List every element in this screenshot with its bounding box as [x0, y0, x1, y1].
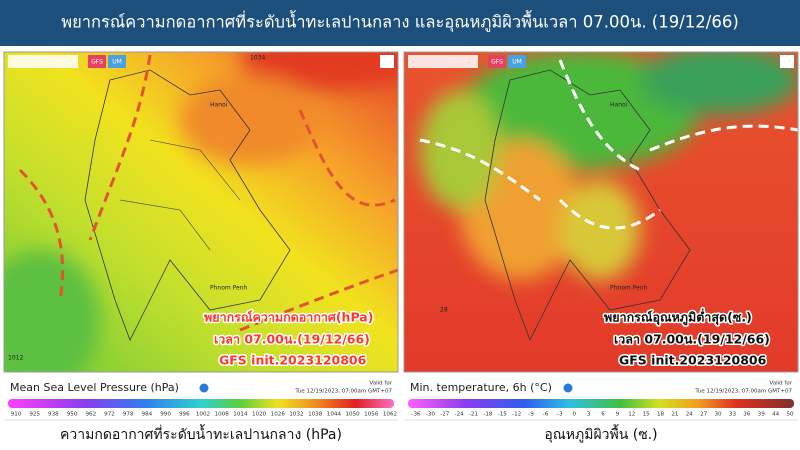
- colorbar-tick-label: 1050: [345, 412, 360, 418]
- colorbar-tick-label: 910: [11, 412, 22, 418]
- forecast-annotation: พยากรณ์อุณหภูมิต่ำสุด(ซ.): [604, 309, 752, 326]
- colorbar-tick-label: 925: [29, 412, 40, 418]
- colorbar-tick-label: -30: [426, 412, 436, 418]
- legend-title: Min. temperature, 6h (°C): [410, 381, 552, 394]
- colorbar-tick-label: 996: [179, 412, 190, 418]
- colorbar-tick-label: 1026: [271, 412, 286, 418]
- model-button[interactable]: [88, 55, 106, 68]
- colorbar-tick-label: 39: [758, 412, 766, 418]
- map-label: Hanoi: [610, 102, 628, 109]
- map-frame: [3, 51, 399, 373]
- temperature-map: [404, 52, 798, 372]
- map-label: 1012: [8, 355, 23, 362]
- forecast-annotation: เวลา 07.00น.(19/12/66): [214, 332, 370, 347]
- colorbar-tick-label: 990: [160, 412, 171, 418]
- colorbar-tick-label: 1056: [364, 412, 379, 418]
- colorbar-tick-label: 950: [67, 412, 78, 418]
- model-button-label[interactable]: UM: [512, 59, 522, 66]
- model-button[interactable]: [508, 55, 526, 68]
- colorbar-tick-label: 0: [572, 412, 576, 418]
- toolbar-bg: [408, 55, 478, 68]
- model-button[interactable]: [488, 55, 506, 68]
- header-title: พยากรณ์ความกดอากาศที่ระดับน้ำทะเลปานกลาง…: [61, 10, 739, 33]
- colorbar-tick-label: -18: [483, 412, 493, 418]
- colorbar-tick-label: -36: [411, 412, 421, 418]
- colorbar-tick-label: -15: [498, 412, 508, 418]
- colorbar-tick-label: 1002: [196, 412, 210, 418]
- share-button[interactable]: [780, 55, 794, 68]
- colorbar-tick-label: 27: [700, 412, 708, 418]
- colorbar-tick-label: -24: [455, 412, 465, 418]
- model-button[interactable]: [108, 55, 126, 68]
- share-button[interactable]: [380, 55, 394, 68]
- map-frame: [403, 51, 799, 373]
- colorbar-tick-label: 1020: [252, 412, 267, 418]
- model-button-label[interactable]: GFS: [91, 59, 103, 66]
- header-bar: [0, 0, 800, 46]
- colorbar-tick-label: -12: [512, 412, 521, 418]
- legend-title: Mean Sea Level Pressure (hPa): [10, 381, 179, 394]
- model-button-label[interactable]: UM: [112, 59, 122, 66]
- valid-time: Tue 12/19/2023, 07:00am GMT+07: [694, 389, 792, 395]
- colorbar-tick-label: 1032: [289, 412, 303, 418]
- colorbar-tick-label: 972: [104, 412, 115, 418]
- info-icon[interactable]: [199, 383, 209, 393]
- colorbar-tick-label: -27: [440, 412, 450, 418]
- map-label: Phnom Penh: [610, 285, 648, 292]
- valid-label: Valid for: [769, 381, 792, 387]
- forecast-annotation: GFS init.2023120806: [619, 353, 767, 368]
- colorbar-tick-label: 18: [657, 412, 665, 418]
- map-label: Phnom Penh: [210, 285, 248, 292]
- toolbar-bg: [8, 55, 78, 68]
- colorbar-tick-label: 938: [48, 412, 59, 418]
- colorbar-tick-label: -21: [469, 412, 479, 418]
- colorbar-tick-label: 30: [715, 412, 723, 418]
- colorbar-tick-label: -6: [543, 412, 549, 418]
- colorbar: [408, 399, 794, 408]
- valid-label: Valid for: [369, 381, 392, 387]
- info-icon[interactable]: [563, 383, 573, 393]
- colorbar-tick-label: 9: [616, 412, 620, 418]
- panel-caption: ความกดอากาศที่ระดับน้ำทะเลปานกลาง (hPa): [60, 424, 342, 443]
- colorbar-tick-label: 1044: [327, 412, 342, 418]
- colorbar-tick-label: 36: [743, 412, 751, 418]
- colorbar-tick-label: 984: [142, 412, 153, 418]
- colorbar-tick-label: 1008: [215, 412, 230, 418]
- colorbar-tick-label: 6: [601, 412, 605, 418]
- forecast-annotation: พยากรณ์ความกดอากาศ(hPa): [204, 310, 373, 325]
- colorbar-tick-label: 962: [85, 412, 96, 418]
- model-button-label[interactable]: GFS: [491, 59, 503, 66]
- colorbar-tick-label: -9: [528, 412, 534, 418]
- forecast-annotation: GFS init.2023120806: [219, 353, 367, 368]
- map-label: Hanoi: [210, 102, 228, 109]
- colorbar-tick-label: 33: [729, 412, 737, 418]
- forecast-annotation: เวลา 07.00น.(19/12/66): [614, 332, 770, 347]
- valid-time: Tue 12/19/2023, 07:00am GMT+07: [294, 389, 392, 395]
- colorbar-tick-label: 3: [587, 412, 591, 418]
- pressure-map: [4, 52, 398, 372]
- colorbar-tick-label: 21: [671, 412, 679, 418]
- colorbar-tick-label: 12: [628, 412, 635, 418]
- colorbar-tick-label: 44: [772, 412, 780, 418]
- colorbar-tick-label: 1014: [233, 412, 248, 418]
- colorbar-tick-label: 1038: [308, 412, 323, 418]
- map-toolbar: [8, 55, 794, 68]
- colorbar-tick-label: -3: [557, 412, 563, 418]
- map-label: 28: [440, 307, 448, 314]
- colorbar-tick-label: 978: [123, 412, 134, 418]
- colorbar-tick-label: 15: [643, 412, 651, 418]
- colorbar: [8, 399, 394, 408]
- colorbar-tick-label: 1062: [383, 412, 397, 418]
- colorbar-tick-label: 24: [686, 412, 694, 418]
- panel-caption: อุณหภูมิผิวพื้น (ซ.): [544, 424, 657, 443]
- colorbar-tick-label: 50: [786, 412, 794, 418]
- map-label: 1034: [250, 55, 265, 62]
